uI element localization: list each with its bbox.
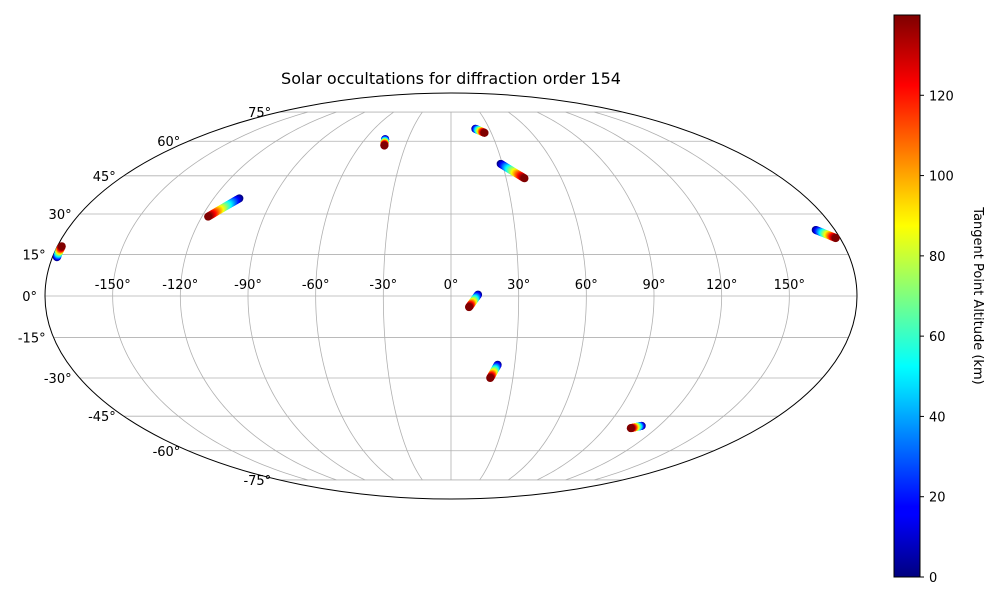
track-point xyxy=(57,242,66,251)
lat-tick-label: 60° xyxy=(157,135,180,150)
lat-tick-label: -30° xyxy=(44,372,72,387)
lon-tick-label: 30° xyxy=(507,278,530,293)
track-point xyxy=(465,303,474,312)
colorbar-tick-label: 100 xyxy=(929,170,954,185)
longitude-tick-labels: -150° -120° -90° -60° -30° 0° 30° 60° 90° 120° 150… xyxy=(95,278,805,293)
graticule xyxy=(45,111,857,481)
colorbar-label: Tangent Point Altitude (km) xyxy=(970,206,985,384)
lon-tick-label: 150° xyxy=(774,278,805,293)
occultation-track xyxy=(52,242,66,262)
chart-title: Solar occultations for diffraction order… xyxy=(281,69,621,88)
track-point xyxy=(380,141,389,150)
lon-tick-label: 60° xyxy=(575,278,598,293)
occultation-track xyxy=(626,421,646,433)
occultation-track xyxy=(496,159,529,183)
track-point xyxy=(626,424,635,433)
lat-tick-label: 30° xyxy=(49,208,72,223)
lon-tick-label: 120° xyxy=(706,278,737,293)
lat-tick-label: 0° xyxy=(22,290,37,305)
lon-tick-label: -150° xyxy=(95,278,131,293)
colorbar-tick-label: 120 xyxy=(929,89,954,104)
lat-tick-label: 45° xyxy=(93,170,116,185)
colorbar-tick-label: 60 xyxy=(929,330,946,345)
colorbar-tick-label: 80 xyxy=(929,250,946,265)
lon-tick-label: 90° xyxy=(642,278,665,293)
track-point xyxy=(486,374,495,383)
occultation-track xyxy=(486,360,502,383)
occultation-track xyxy=(471,124,489,137)
lon-tick-label: -90° xyxy=(234,278,262,293)
lat-tick-label: -60° xyxy=(153,445,181,460)
lat-tick-label: -75° xyxy=(243,474,271,489)
lon-tick-label: -60° xyxy=(302,278,330,293)
lon-tick-label: 0° xyxy=(444,278,459,293)
latitude-tick-labels: -75° -60° -45° -30° -15° 0° 15° 30° 45° 60° 75° xyxy=(18,106,271,489)
lon-tick-label: -120° xyxy=(162,278,198,293)
occultation-track xyxy=(380,135,390,150)
lon-tick-label: -30° xyxy=(369,278,397,293)
track-point xyxy=(831,234,840,243)
track-point xyxy=(480,128,489,137)
map-boundary xyxy=(44,92,858,500)
lat-tick-label: -45° xyxy=(88,410,116,425)
track-point xyxy=(520,174,529,183)
colorbar-tick-label: 0 xyxy=(929,571,937,586)
lat-tick-label: 75° xyxy=(248,106,271,121)
colorbar xyxy=(893,14,921,578)
track-point xyxy=(204,212,213,221)
lat-tick-label: -15° xyxy=(18,332,46,347)
occultation-track xyxy=(204,194,244,221)
occultation-tracks xyxy=(52,124,840,433)
lat-tick-label: 15° xyxy=(23,248,46,263)
occultation-track xyxy=(811,225,840,243)
colorbar-tick-label: 20 xyxy=(929,491,946,506)
colorbar-ticks: 0 20 40 60 80 100 120 xyxy=(920,89,954,586)
occultation-track xyxy=(465,290,483,312)
colorbar-tick-label: 40 xyxy=(929,410,946,425)
